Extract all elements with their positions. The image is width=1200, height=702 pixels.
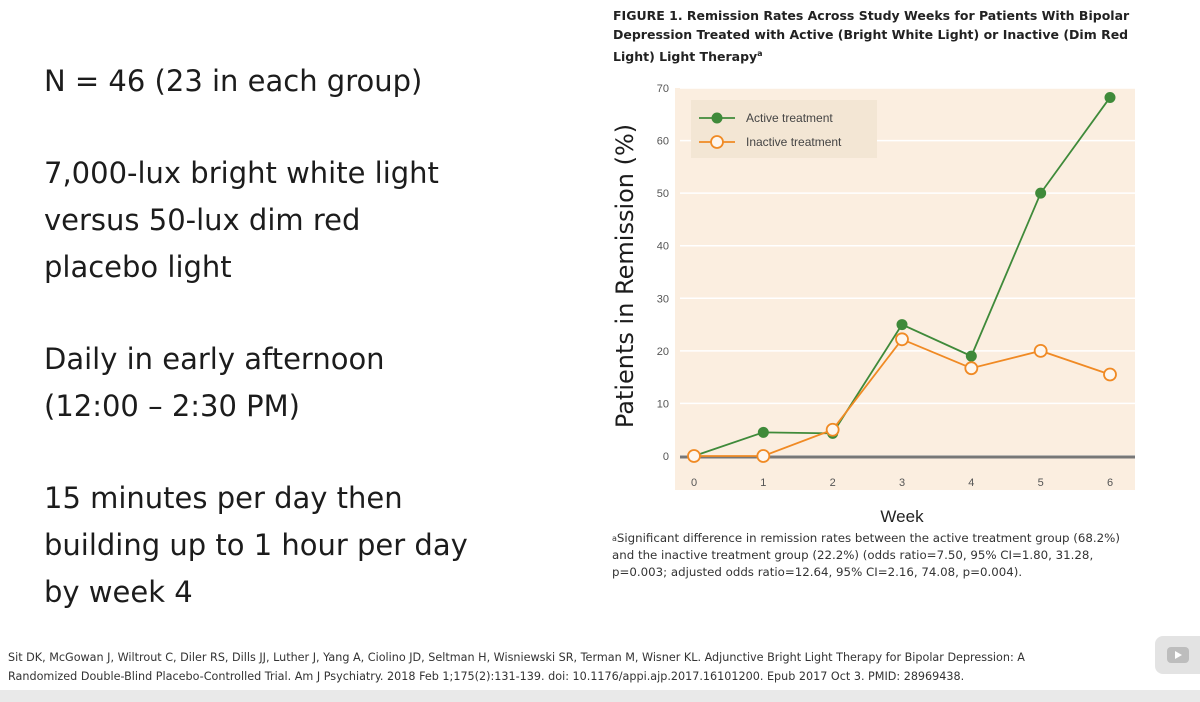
bullet-sample-size: N = 46 (23 in each group) (44, 64, 423, 98)
figure-caption-text: FIGURE 1. Remission Rates Across Study W… (613, 8, 1130, 65)
bullet-light-comparison: 7,000-lux bright white light versus 50-l… (44, 156, 439, 284)
x-tick-label-6: 6 (1107, 477, 1113, 489)
series-1-point-4 (964, 361, 979, 376)
x-tick-label-2: 2 (830, 477, 836, 489)
x-tick-label-0: 0 (691, 477, 697, 489)
legend-marker-0 (711, 112, 723, 124)
series-0-point-6 (1104, 91, 1116, 103)
citation-line-1: Sit DK, McGowan J, Wiltrout C, Diler RS,… (8, 651, 1025, 664)
series-1-point-1 (756, 449, 771, 463)
reference-citation: Sit DK, McGowan J, Wiltrout C, Diler RS,… (0, 648, 1200, 686)
bullet-timing: Daily in early afternoon (12:00 – 2:30 P… (44, 342, 385, 423)
y-tick-label-70: 70 (657, 83, 669, 95)
y-axis-label: Patients in Remission (%) (611, 124, 639, 428)
figure-footnote: aSignificant difference in remission rat… (612, 530, 1142, 581)
x-tick-label-4: 4 (968, 477, 974, 489)
y-tick-label-50: 50 (657, 188, 669, 200)
legend-box (691, 100, 877, 158)
play-icon (1167, 647, 1189, 663)
series-1-point-5 (1033, 343, 1048, 358)
series-1-point-6 (1103, 367, 1117, 382)
series-0-point-3 (896, 319, 908, 331)
x-tick-label-1: 1 (760, 477, 766, 489)
series-1-point-3 (895, 332, 909, 347)
y-tick-label-30: 30 (657, 293, 669, 305)
remission-line-chart: 0 10 20 30 40 50 60 70 0 1 2 3 4 5 6 Week Patients in Re… (611, 83, 1135, 526)
legend-label-1: Inactive treatment (746, 135, 842, 149)
y-tick-label-60: 60 (657, 136, 669, 148)
series-1-point-0 (687, 449, 701, 463)
legend-label-0: Active treatment (746, 111, 833, 125)
figure-caption-mark: a (757, 49, 763, 58)
x-tick-label-3: 3 (899, 477, 905, 489)
series-0-point-5 (1035, 187, 1047, 199)
y-tick-label-0: 0 (663, 451, 669, 463)
y-tick-label-20: 20 (657, 346, 669, 358)
summary-bullets: N = 46 (23 in each group) 7,000-lux brig… (44, 58, 564, 661)
x-axis-label: Week (880, 507, 924, 526)
figure-caption: FIGURE 1. Remission Rates Across Study W… (613, 6, 1173, 66)
video-control-button[interactable] (1155, 636, 1200, 674)
series-1-point-2 (825, 422, 840, 437)
bullet-dosage: 15 minutes per day then building up to 1… (44, 481, 468, 609)
x-tick-label-5: 5 (1038, 477, 1044, 489)
footnote-mark: a (612, 534, 617, 543)
legend-marker-1 (710, 135, 724, 149)
series-0-point-1 (757, 426, 769, 438)
series-0-point-4 (965, 350, 977, 362)
footnote-text: Significant difference in remission rate… (612, 531, 1120, 579)
y-tick-label-40: 40 (657, 241, 669, 253)
video-progress-bar (0, 690, 1200, 702)
citation-line-2: Randomized Double-Blind Placebo-Controll… (8, 670, 965, 683)
y-tick-label-10: 10 (657, 398, 669, 410)
